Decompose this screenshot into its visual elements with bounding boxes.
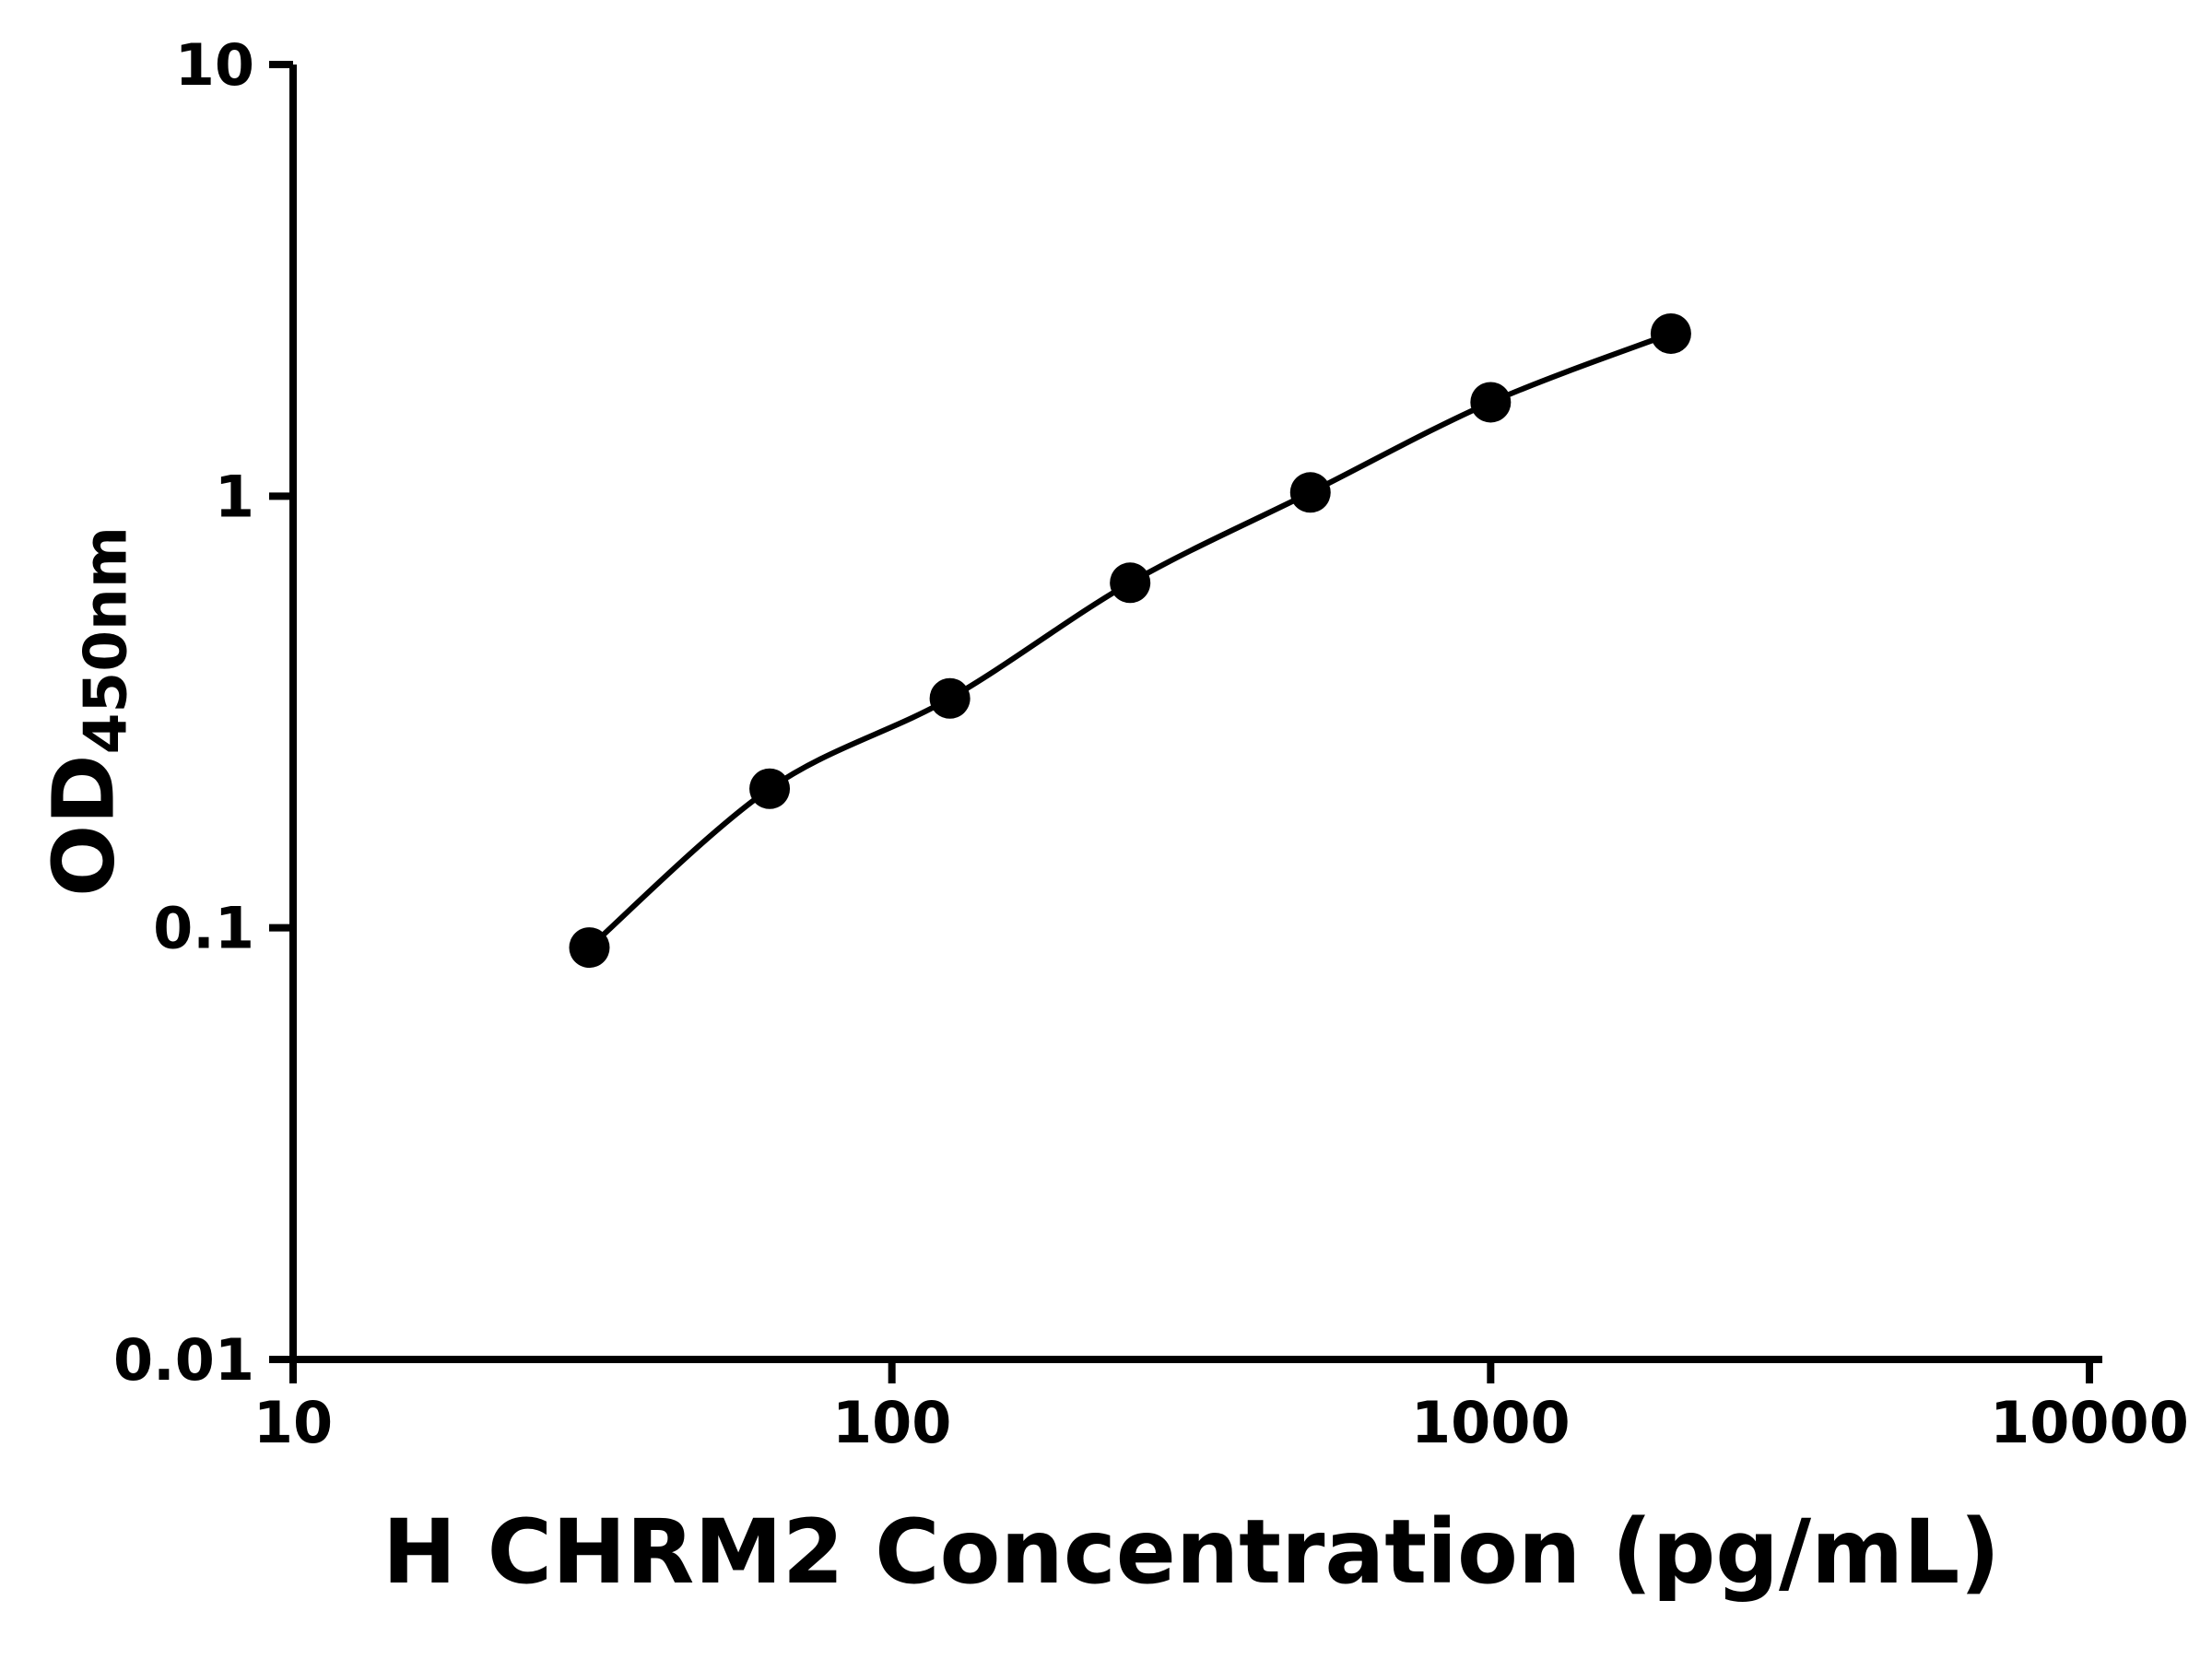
y-tick-label: 1 (215, 463, 254, 530)
data-point (569, 927, 610, 969)
axis-spine (289, 65, 2102, 1363)
y-tick-label: 0.1 (153, 895, 254, 962)
data-point (749, 768, 791, 809)
y-axis-title: OD450nm (34, 526, 140, 897)
y-axis-title-subscript: 450nm (71, 526, 141, 755)
axes-layer: 10 100 1000 10000 0.01 0.1 1 10 (113, 31, 2189, 1456)
x-tick-label: 10 (253, 1389, 333, 1456)
x-tick-label: 100 (832, 1389, 951, 1456)
standard-curve-line (587, 331, 1672, 950)
x-tick-label: 1000 (1411, 1389, 1571, 1456)
data-point (1289, 472, 1331, 513)
points-layer (569, 312, 1691, 969)
y-axis-title-main: OD (34, 754, 134, 897)
data-point (1470, 382, 1512, 423)
x-tick-label: 10000 (1990, 1389, 2189, 1456)
data-point (1650, 312, 1691, 354)
data-point (929, 677, 971, 719)
x-axis-title: H CHRM2 Concentration (pg/mL) (382, 1500, 2001, 1604)
y-tick-label: 0.01 (113, 1326, 254, 1394)
y-tick-label: 10 (175, 31, 254, 99)
data-point (1110, 562, 1151, 604)
curve-layer (587, 331, 1672, 950)
